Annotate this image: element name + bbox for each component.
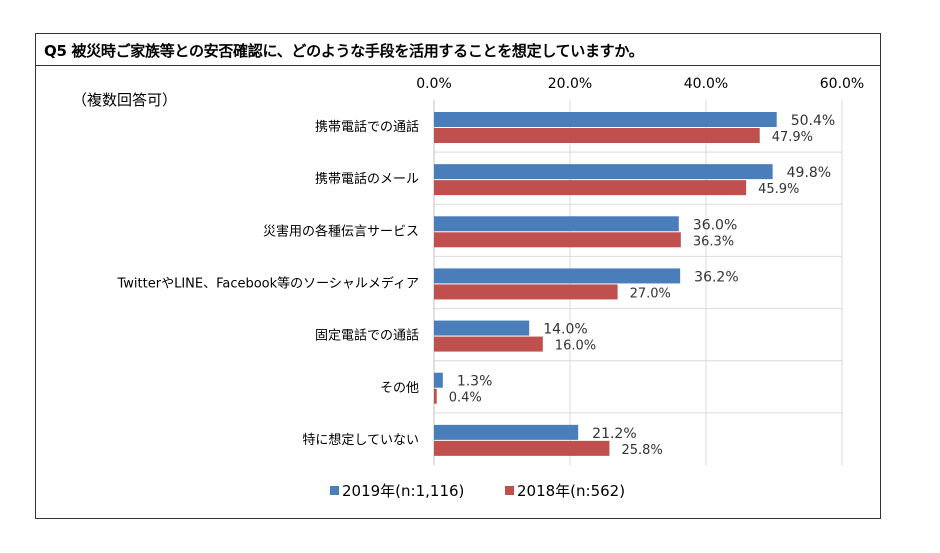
bar-2019 bbox=[434, 268, 681, 284]
x-tick-label: 0.0% bbox=[416, 76, 452, 92]
bar-2019 bbox=[434, 320, 530, 336]
bar-2019 bbox=[434, 216, 679, 232]
data-label: 47.9% bbox=[772, 130, 813, 145]
bar-2018 bbox=[434, 180, 747, 196]
data-label: 50.4% bbox=[791, 113, 835, 129]
chart-frame: Q5 被災時ご家族等との安否確認に、どのような手段を活用することを想定しています… bbox=[35, 33, 881, 519]
data-label: 27.0% bbox=[630, 286, 671, 301]
data-label: 14.0% bbox=[543, 322, 587, 338]
x-tick-label: 40.0% bbox=[684, 76, 728, 92]
legend-label-2018: 2018年(n:562) bbox=[517, 482, 625, 500]
category-label: 携帯電話のメール bbox=[315, 171, 419, 187]
data-label: 45.9% bbox=[758, 182, 799, 197]
data-label: 1.3% bbox=[457, 374, 493, 390]
legend-label-2019: 2019年(n:1,116) bbox=[342, 482, 464, 500]
x-tick-label: 20.0% bbox=[548, 76, 592, 92]
chart-title: Q5 被災時ご家族等との安否確認に、どのような手段を活用することを想定しています… bbox=[44, 42, 644, 60]
category-label: 特に想定していない bbox=[302, 432, 419, 448]
bar-2018 bbox=[434, 336, 543, 352]
bar-2018 bbox=[434, 284, 618, 300]
bar-2018 bbox=[434, 128, 760, 143]
data-label: 36.2% bbox=[694, 269, 738, 285]
legend-swatch-2018 bbox=[505, 486, 514, 495]
data-label: 36.0% bbox=[693, 217, 737, 233]
bar-2019 bbox=[434, 112, 777, 127]
bar-2019 bbox=[434, 372, 443, 388]
category-label: 災害用の各種伝言サービス bbox=[263, 223, 419, 239]
data-label: 0.4% bbox=[449, 391, 482, 406]
category-label: その他 bbox=[380, 381, 419, 396]
bar-2019 bbox=[434, 164, 773, 180]
data-label: 16.0% bbox=[555, 339, 596, 354]
x-tick-label: 60.0% bbox=[820, 76, 864, 92]
bar-2018 bbox=[434, 232, 681, 248]
category-label: 固定電話での通話 bbox=[315, 328, 419, 344]
data-label: 49.8% bbox=[787, 165, 831, 181]
multiple-answer-note: （複数回答可） bbox=[72, 91, 178, 109]
bar-2018 bbox=[434, 388, 437, 404]
title-bar: Q5 被災時ご家族等との安否確認に、どのような手段を活用することを想定しています… bbox=[36, 34, 880, 66]
legend-swatch-2019 bbox=[330, 486, 339, 495]
bar-2019 bbox=[434, 424, 579, 440]
data-label: 21.2% bbox=[592, 426, 636, 442]
bar-2018 bbox=[434, 440, 610, 456]
category-label: 携帯電話での通話 bbox=[315, 119, 419, 135]
data-label: 25.8% bbox=[621, 443, 662, 458]
category-label: TwitterやLINE、Facebook等のソーシャルメディア bbox=[117, 276, 420, 292]
data-label: 36.3% bbox=[693, 234, 734, 249]
